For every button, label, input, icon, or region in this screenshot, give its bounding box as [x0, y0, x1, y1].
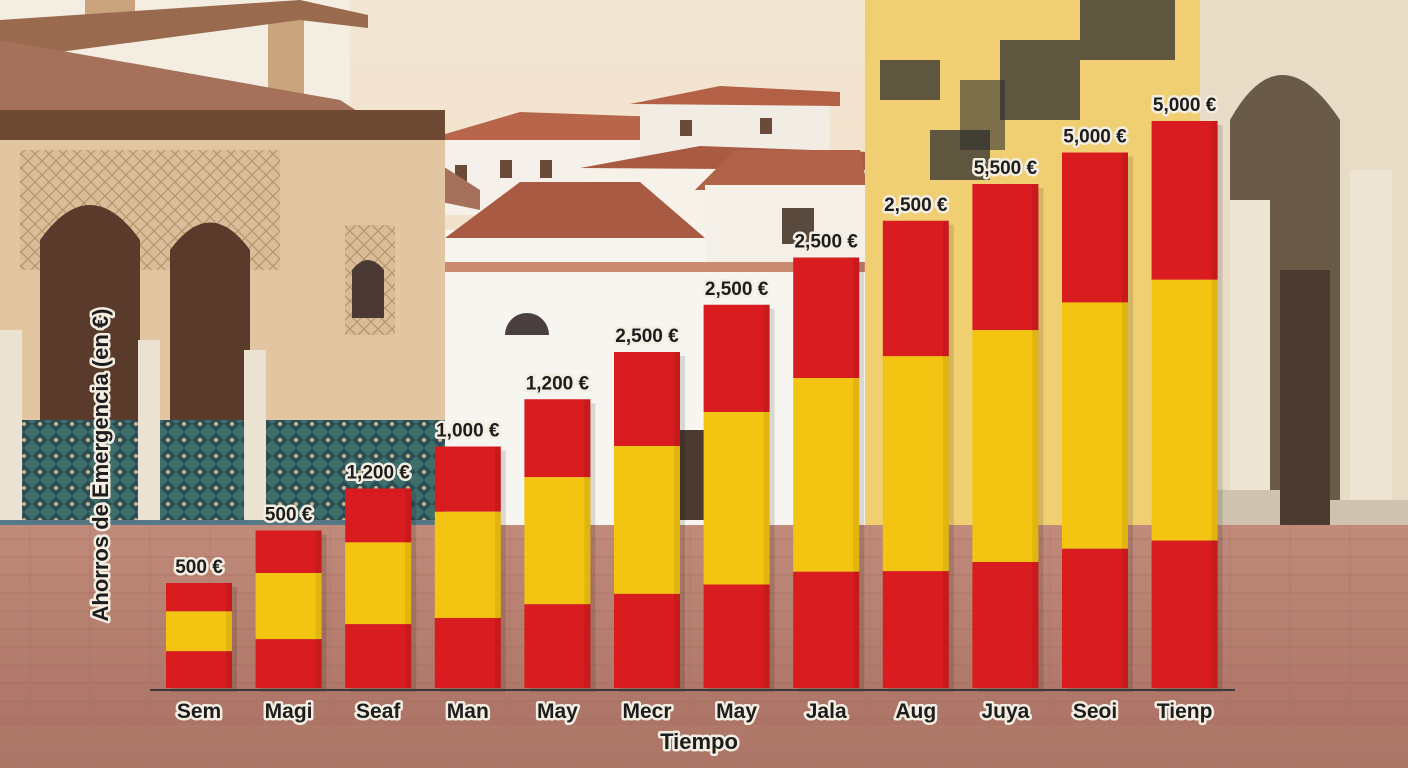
bar-base-red-band — [972, 562, 1039, 688]
bar-base-red-band — [793, 571, 860, 688]
bar-5 — [524, 399, 596, 692]
bar-side-shade — [853, 257, 860, 688]
x-tick-label-12: Tienp — [1157, 700, 1213, 723]
bar-top-red-band — [1151, 121, 1218, 280]
bar-side-shade — [1211, 121, 1218, 688]
bar-1 — [166, 583, 237, 692]
bar-yellow-band — [434, 511, 501, 618]
bar-side-shade — [942, 220, 949, 688]
value-label-7: 2,500 € — [705, 279, 769, 300]
bar-6 — [614, 352, 685, 692]
bar-yellow-band — [166, 611, 232, 652]
bar-side-shade — [315, 530, 322, 688]
x-tick-label-4: Man — [447, 700, 489, 723]
x-tick-label-1: Sem — [177, 700, 221, 723]
bar-base-red-band — [524, 604, 591, 688]
x-tick-label-9: Aug — [895, 700, 936, 723]
y-axis-title: Ahorros de Emergencia (en €) — [88, 309, 113, 622]
x-tick-label-5: May — [537, 700, 578, 723]
bar-3 — [345, 488, 417, 692]
value-label-10: 5,500 € — [974, 158, 1038, 179]
bar-11 — [1062, 152, 1133, 692]
bar-yellow-band — [1062, 302, 1128, 549]
yellow-building — [865, 0, 1408, 620]
bar-side-shade — [1032, 184, 1039, 688]
bar-top-red-band — [434, 446, 501, 512]
bar-yellow-band — [1151, 279, 1218, 541]
bar-7 — [703, 304, 775, 692]
x-tick-label-6: Mecr — [622, 700, 671, 723]
bar-yellow-band — [703, 412, 770, 585]
value-label-5: 1,200 € — [526, 373, 590, 394]
bar-side-shade — [226, 583, 232, 688]
x-axis-title: Tiempo — [660, 729, 738, 754]
bar-side-shade — [405, 488, 412, 688]
x-tick-labels: Sem Magi Seaf Man May Mecr May Jala Aug Juya Seoi T… — [174, 698, 1215, 726]
bars-layer — [166, 121, 1223, 692]
value-labels: 500 € 500 € 1,200 € 1,000 € 1,200 € 2,500 € 2,… — [173, 93, 1219, 581]
bar-top-red-band — [524, 399, 591, 478]
value-label-11: 5,000 € — [1063, 127, 1127, 148]
bar-top-red-band — [882, 220, 949, 357]
x-tick-label-11: Seoi — [1073, 700, 1117, 723]
bar-top-red-band — [614, 352, 680, 447]
bar-base-red-band — [882, 571, 949, 688]
bar-yellow-band — [345, 542, 412, 625]
bar-base-red-band — [434, 617, 501, 688]
bar-base-red-band — [1151, 540, 1218, 688]
bar-yellow-band — [882, 356, 949, 572]
value-label-1: 500 € — [175, 557, 223, 578]
bar-9 — [882, 220, 954, 692]
bar-8 — [793, 257, 865, 692]
bar-yellow-band — [793, 378, 860, 572]
bar-base-red-band — [345, 624, 412, 688]
bar-2 — [255, 530, 327, 692]
bar-side-shade — [584, 399, 591, 688]
bar-side-shade — [1122, 152, 1128, 688]
x-tick-label-8: Jala — [806, 700, 847, 723]
bar-side-shade — [763, 304, 770, 688]
value-label-3: 1,200 € — [346, 463, 410, 484]
bar-4 — [434, 446, 506, 692]
bar-yellow-band — [972, 330, 1039, 562]
value-label-12: 5,000 € — [1153, 95, 1217, 116]
bar-12 — [1151, 121, 1223, 692]
x-tick-label-7: May — [716, 700, 757, 723]
value-label-6: 2,500 € — [615, 326, 679, 347]
bar-top-red-band — [793, 257, 860, 379]
bar-side-shade — [494, 446, 501, 688]
x-tick-label-3: Seaf — [356, 700, 401, 723]
value-label-8: 2,500 € — [794, 232, 858, 253]
value-label-2: 500 € — [265, 505, 313, 526]
bar-base-red-band — [1062, 548, 1128, 688]
x-tick-label-10: Juya — [981, 700, 1029, 723]
bar-10 — [972, 184, 1044, 692]
bar-base-red-band — [614, 593, 680, 688]
bar-top-red-band — [255, 530, 322, 574]
bar-top-red-band — [1062, 152, 1128, 303]
value-label-4: 1,000 € — [436, 421, 500, 442]
bar-side-shade — [674, 352, 680, 688]
value-label-9: 2,500 € — [884, 195, 948, 216]
bar-base-red-band — [166, 651, 232, 688]
bar-top-red-band — [345, 488, 412, 543]
bar-yellow-band — [524, 477, 591, 605]
bar-top-red-band — [166, 583, 232, 612]
bar-top-red-band — [972, 184, 1039, 331]
bar-yellow-band — [614, 446, 680, 594]
x-tick-label-2: Magi — [265, 700, 313, 723]
bar-base-red-band — [255, 639, 322, 688]
bar-top-red-band — [703, 304, 770, 413]
bar-yellow-band — [255, 573, 322, 640]
bar-base-red-band — [703, 584, 770, 688]
